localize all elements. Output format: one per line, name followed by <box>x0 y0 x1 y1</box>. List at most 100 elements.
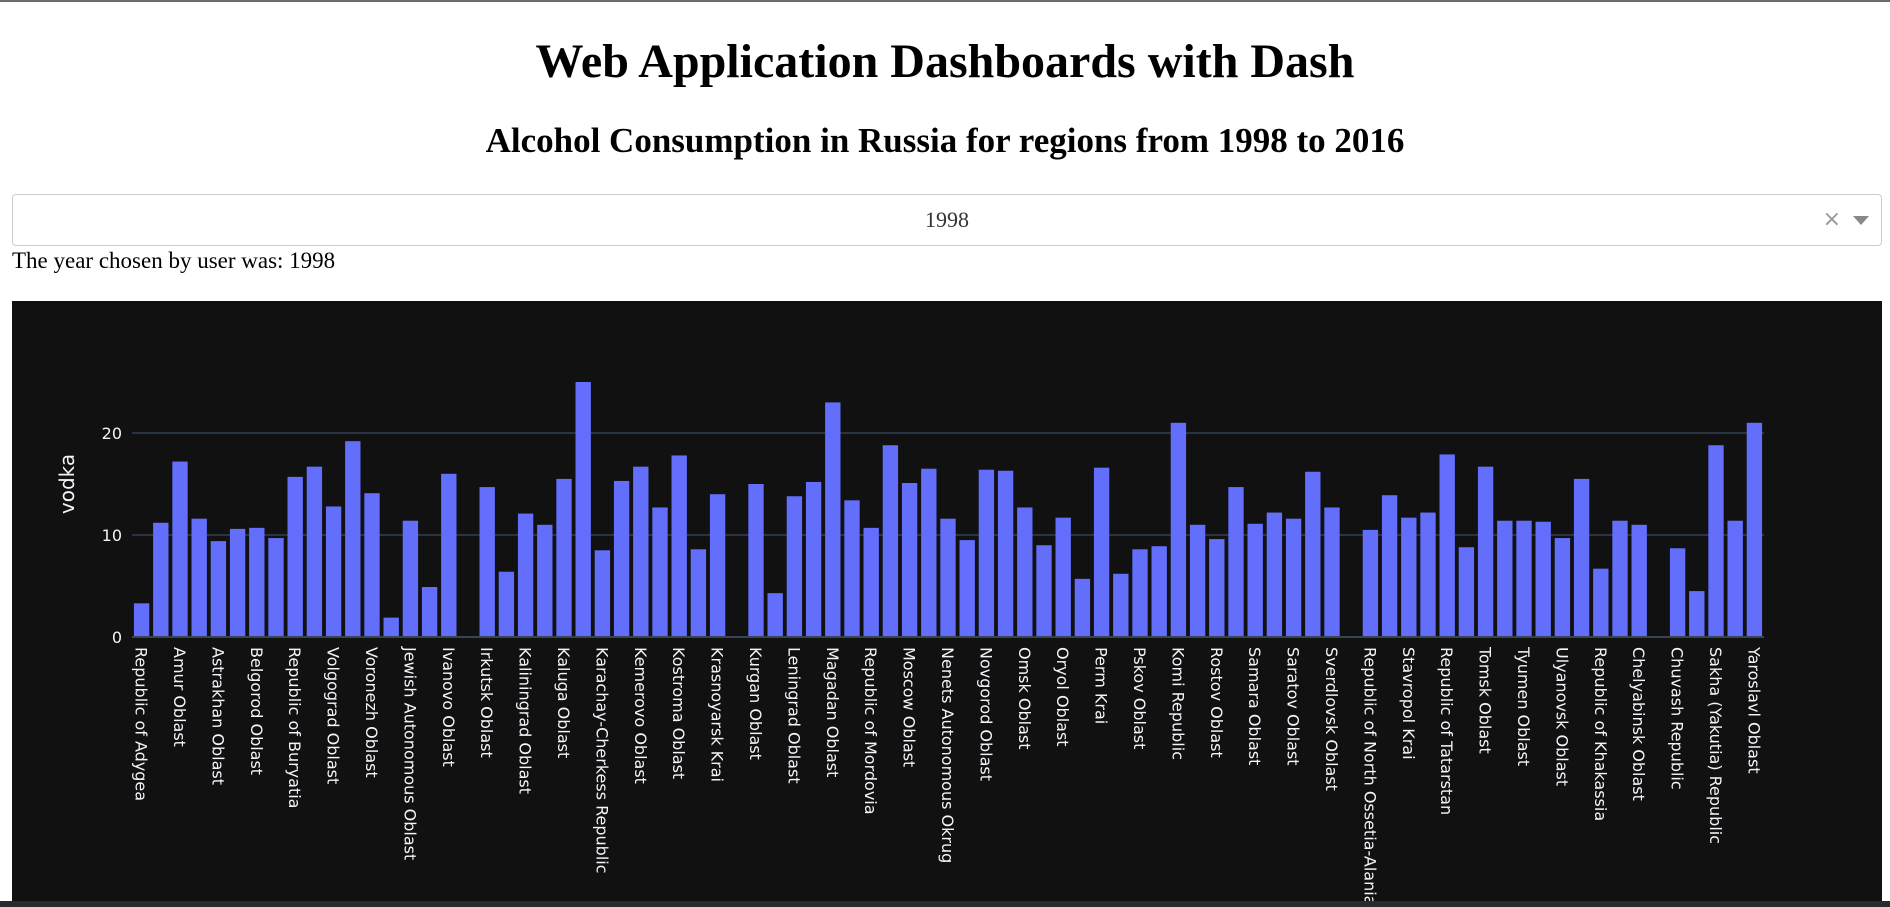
bar[interactable] <box>1401 517 1417 637</box>
bar[interactable] <box>556 478 572 637</box>
bar[interactable] <box>287 476 303 637</box>
x-tick-label: Kaliningrad Oblast <box>516 647 535 794</box>
bar[interactable] <box>1535 521 1551 637</box>
bar[interactable] <box>1324 507 1340 637</box>
bar[interactable] <box>613 480 630 637</box>
output-container: The year chosen by user was: 1998 <box>12 248 336 273</box>
x-tick-label: Magadan Oblast <box>823 647 842 777</box>
bar[interactable] <box>1132 549 1148 637</box>
year-dropdown[interactable]: 1998 × <box>12 194 1882 246</box>
bar[interactable] <box>1708 445 1724 637</box>
bar[interactable] <box>1228 487 1244 637</box>
bar[interactable] <box>844 500 860 637</box>
bar[interactable] <box>345 441 361 637</box>
bar[interactable] <box>1209 539 1225 637</box>
bar[interactable] <box>690 549 707 637</box>
bar[interactable] <box>133 603 150 637</box>
bar[interactable] <box>997 470 1014 637</box>
bar[interactable] <box>1170 422 1187 637</box>
bar[interactable] <box>1593 568 1609 637</box>
page-subtitle: Alcohol Consumption in Russia for region… <box>485 121 1405 160</box>
bar[interactable] <box>1266 512 1283 637</box>
bar[interactable] <box>1151 546 1167 637</box>
bar[interactable] <box>1439 454 1455 637</box>
bar[interactable] <box>1305 471 1321 637</box>
bar[interactable] <box>1017 507 1033 637</box>
bar[interactable] <box>921 468 937 637</box>
bar[interactable] <box>1285 518 1302 637</box>
bar[interactable] <box>959 540 975 637</box>
bar[interactable] <box>517 513 534 637</box>
x-tick-label: Republic of Adygea <box>132 647 151 801</box>
bar[interactable] <box>786 496 803 637</box>
bar[interactable] <box>633 466 649 637</box>
bar[interactable] <box>1746 422 1763 637</box>
bar[interactable] <box>1631 524 1647 637</box>
bar[interactable] <box>498 571 515 637</box>
x-tick-label: Chelyabinsk Oblast <box>1629 647 1648 801</box>
x-tick-label: Yaroslavl Oblast <box>1744 646 1763 774</box>
bar[interactable] <box>306 466 323 637</box>
bar[interactable] <box>1497 520 1513 637</box>
bar[interactable] <box>978 469 995 637</box>
bar[interactable] <box>325 506 342 637</box>
bar[interactable] <box>229 528 246 637</box>
bar[interactable] <box>652 507 668 637</box>
bar[interactable] <box>1420 512 1436 637</box>
bar[interactable] <box>767 593 783 637</box>
bar[interactable] <box>1669 548 1686 637</box>
bar[interactable] <box>421 587 438 637</box>
bar[interactable] <box>805 481 822 637</box>
bar[interactable] <box>901 482 918 637</box>
bar[interactable] <box>249 527 265 637</box>
x-tick-label: Moscow Oblast <box>900 647 919 767</box>
bar[interactable] <box>1247 523 1263 637</box>
bar[interactable] <box>402 520 419 637</box>
bar[interactable] <box>709 494 726 637</box>
x-tick-label: Karachay-Cherkess Republic <box>592 647 611 874</box>
bar[interactable] <box>575 382 591 637</box>
bar[interactable] <box>1689 591 1705 637</box>
bar[interactable] <box>1554 538 1571 637</box>
bar[interactable] <box>1036 545 1052 637</box>
chevron-down-icon[interactable] <box>1853 216 1869 225</box>
bar[interactable] <box>537 524 553 637</box>
bar[interactable] <box>210 541 227 637</box>
x-tick-label: Republic of Mordovia <box>861 647 880 815</box>
bar[interactable] <box>940 518 956 637</box>
bar[interactable] <box>863 527 879 637</box>
x-tick-label: Ulyanovsk Oblast <box>1552 647 1571 786</box>
bar[interactable] <box>882 445 899 637</box>
bar[interactable] <box>479 487 495 637</box>
bar[interactable] <box>1458 547 1475 637</box>
bar[interactable] <box>1113 573 1129 637</box>
bar[interactable] <box>1362 529 1379 637</box>
bar[interactable] <box>153 522 169 637</box>
bar[interactable] <box>825 402 841 637</box>
bar[interactable] <box>364 493 380 637</box>
x-tick-label: Pskov Oblast <box>1130 647 1149 749</box>
bar[interactable] <box>191 518 207 637</box>
bar[interactable] <box>1727 520 1743 637</box>
bar[interactable] <box>1074 578 1091 637</box>
bar[interactable] <box>268 538 284 637</box>
x-tick-label: Perm Krai <box>1092 647 1111 724</box>
bar[interactable] <box>1573 478 1590 637</box>
bar[interactable] <box>1612 520 1628 637</box>
bar[interactable] <box>1055 517 1071 637</box>
bar[interactable] <box>1516 520 1532 637</box>
clear-icon[interactable]: × <box>1822 207 1841 232</box>
bar[interactable] <box>441 473 457 637</box>
x-tick-label: Omsk Oblast <box>1015 647 1034 749</box>
bar[interactable] <box>1093 467 1110 637</box>
x-tick-label: Stavropol Krai <box>1399 647 1418 760</box>
x-tick-label: Samara Oblast <box>1245 647 1264 765</box>
bar[interactable] <box>594 550 611 637</box>
bar[interactable] <box>1381 495 1398 637</box>
bar[interactable] <box>1189 524 1206 637</box>
bar[interactable] <box>1477 466 1494 637</box>
bar[interactable] <box>671 455 687 637</box>
bar[interactable] <box>383 617 399 637</box>
bar[interactable] <box>172 461 188 637</box>
bar[interactable] <box>748 484 764 637</box>
